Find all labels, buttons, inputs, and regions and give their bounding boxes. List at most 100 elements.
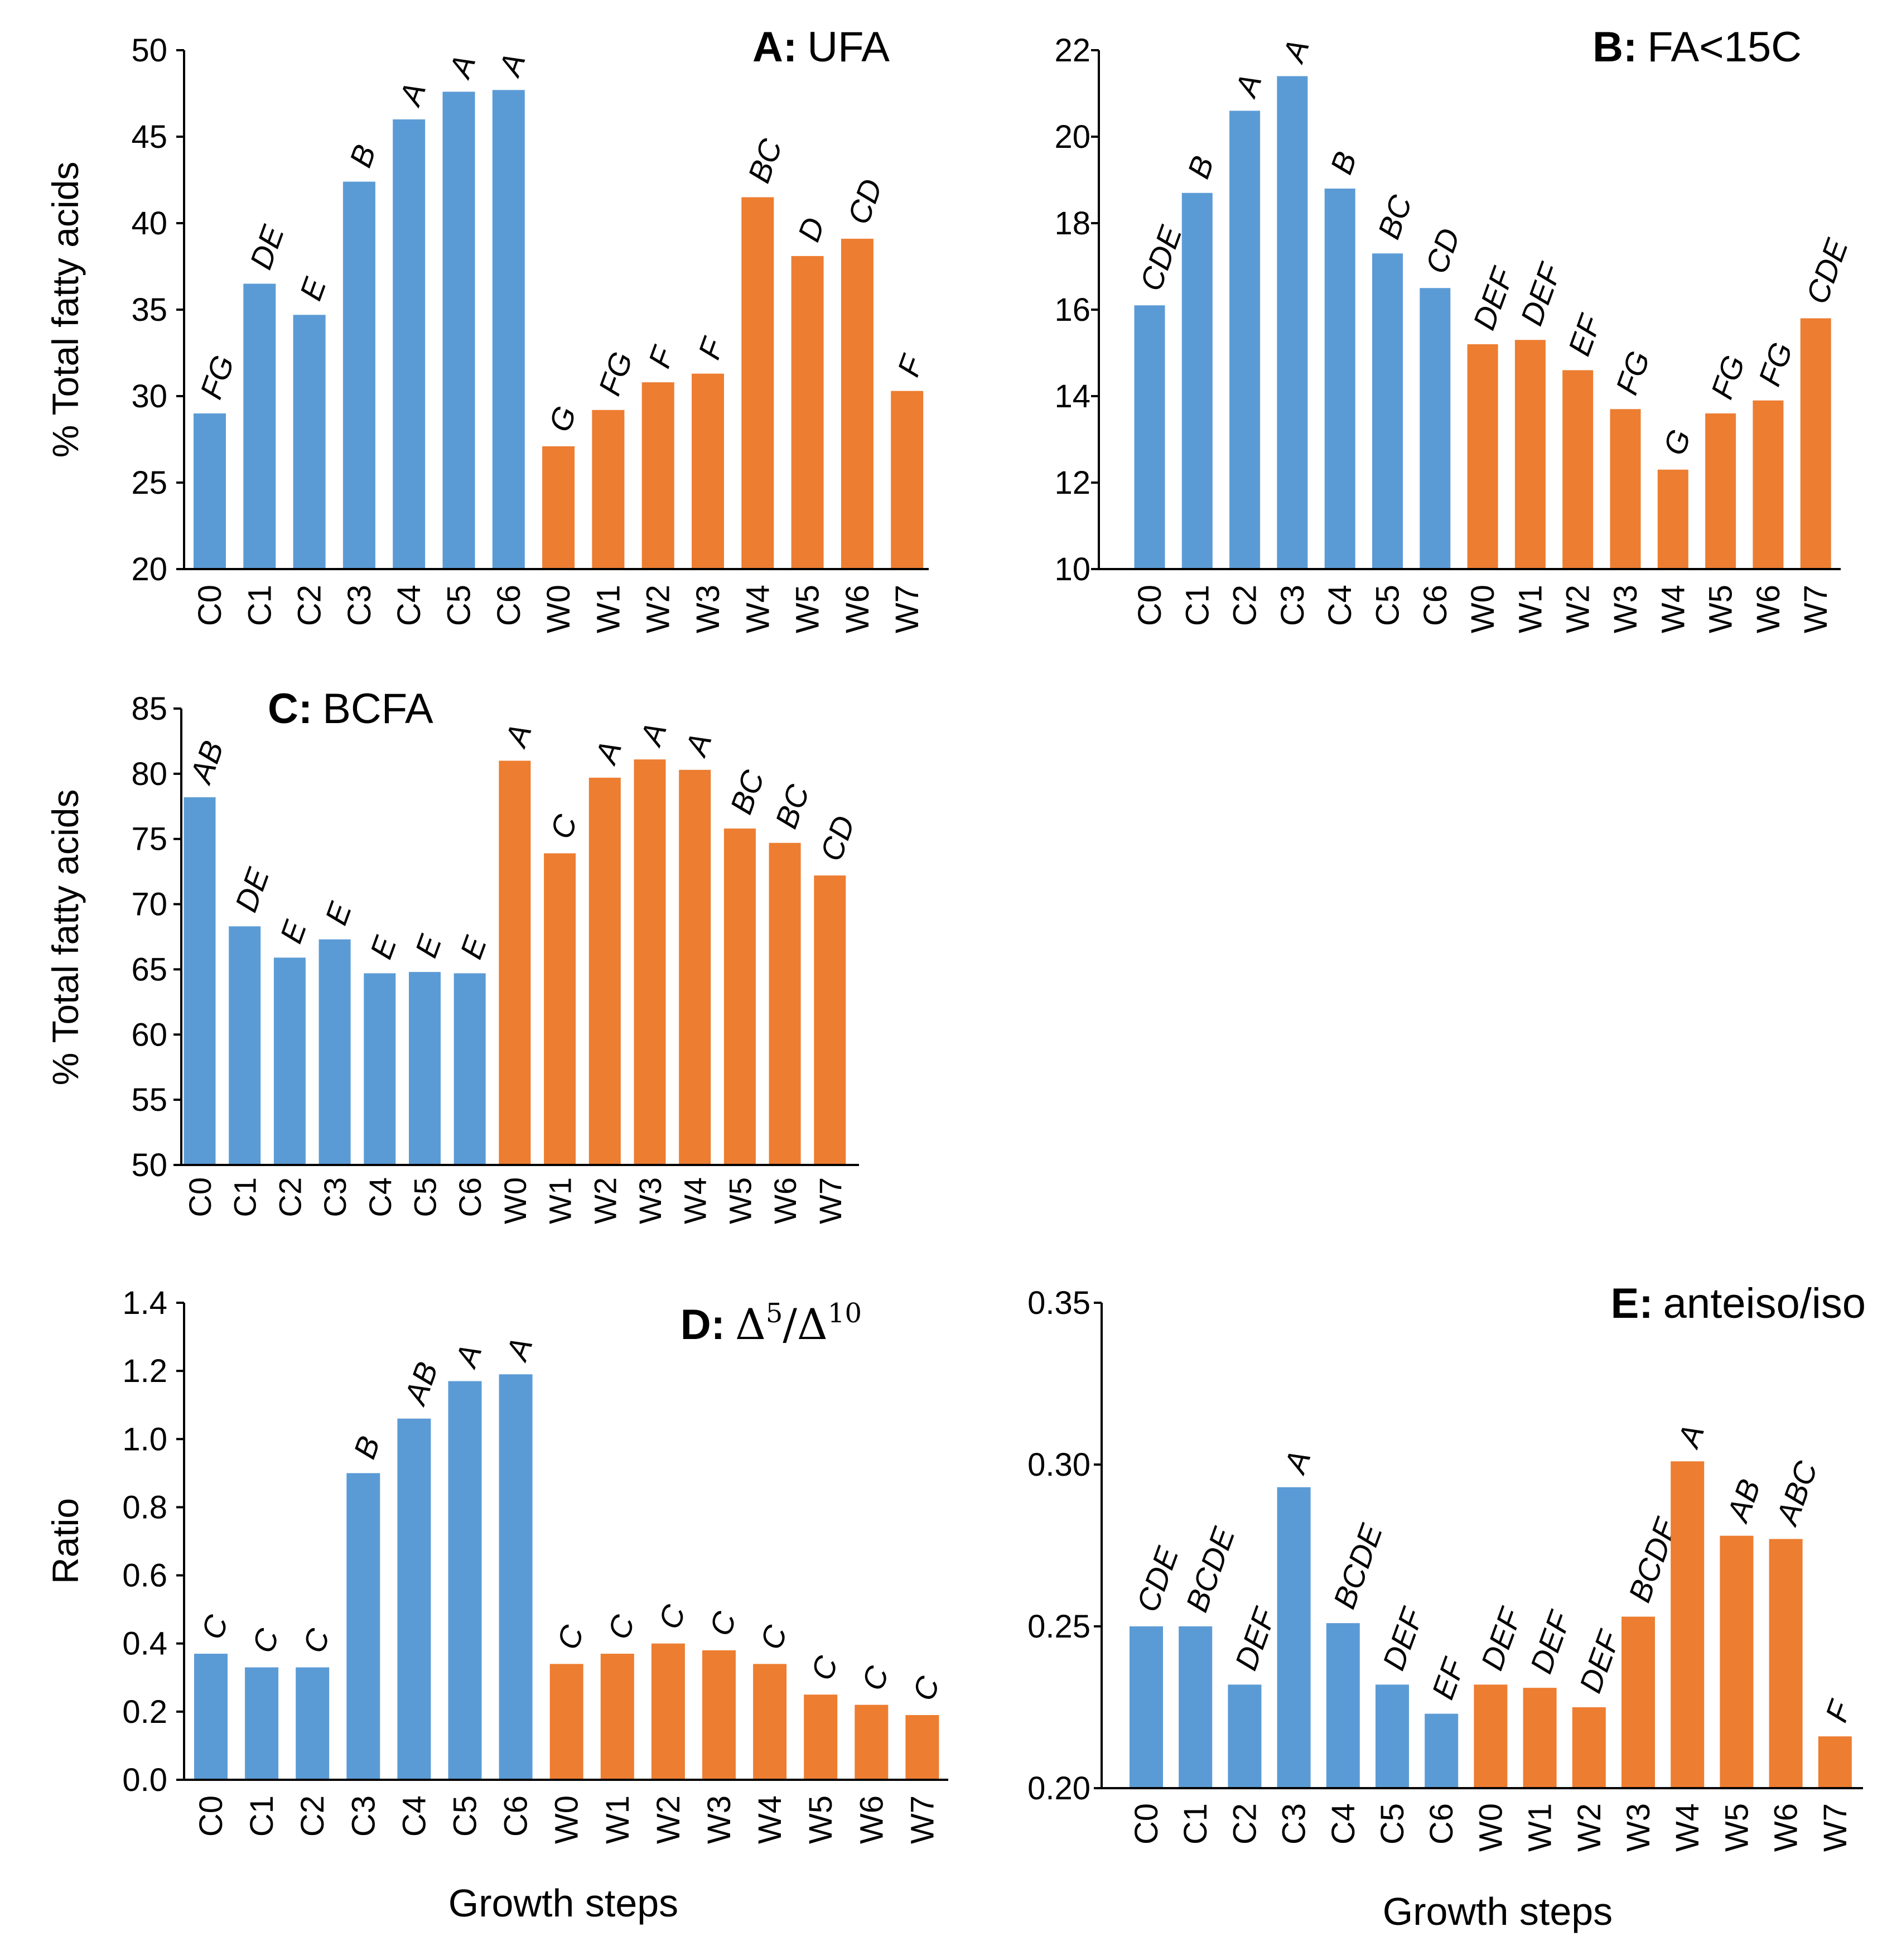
x-tick-label: C5: [447, 1795, 484, 1837]
bar: [753, 1664, 787, 1780]
bar: [1372, 253, 1403, 569]
y-tick-label: 10: [1054, 551, 1090, 587]
x-tick-label: W1: [600, 1795, 636, 1844]
significance-letter: C: [550, 1620, 591, 1654]
significance-letter: FG: [193, 350, 241, 403]
significance-letter: AB: [1719, 1475, 1767, 1528]
significance-letter: G: [1656, 425, 1697, 459]
bar: [1229, 110, 1261, 569]
y-tick-label: 1.2: [122, 1353, 167, 1389]
bar: [346, 1473, 380, 1780]
chart-title-text: /Δ: [783, 1299, 828, 1349]
bar: [273, 957, 306, 1165]
bar: [891, 391, 924, 569]
bar: [1705, 413, 1736, 569]
chart-panel-d: 0.0 0.2 0.4 0.6 0.8 1.0 1.2 1.4 C C0 C C1 C C2 B C3 AB C4…: [45, 1285, 948, 1925]
bar: [364, 973, 396, 1165]
significance-letter: A: [1277, 1446, 1317, 1479]
significance-letter: B: [346, 1432, 387, 1463]
x-tick-label: W0: [540, 585, 577, 633]
significance-letter: E: [363, 931, 403, 963]
bar: [318, 939, 351, 1165]
x-tick-label: C3: [341, 585, 378, 626]
significance-letter: A: [392, 78, 432, 110]
significance-letter: C: [855, 1662, 895, 1695]
x-tick-label: C3: [1275, 585, 1311, 626]
x-tick-label: C0: [192, 585, 228, 626]
bar: [544, 853, 576, 1165]
bar: [1720, 1535, 1754, 1788]
bar: [634, 759, 666, 1165]
bar: [542, 446, 575, 569]
x-tick-label: W6: [1750, 585, 1787, 633]
x-tick-label: W1: [1512, 585, 1548, 633]
bar: [905, 1715, 939, 1780]
x-tick-label: C0: [1128, 1803, 1165, 1845]
y-tick-label: 45: [131, 119, 167, 155]
chart-title: A: UFA: [752, 23, 890, 71]
y-tick-label: 0.20: [1027, 1770, 1090, 1807]
y-tick-label: 70: [131, 887, 167, 923]
chart-title-text: anteiso/iso: [1663, 1280, 1866, 1327]
chart-panel-b: 10 12 14 16 18 20 22 CDE C0 B C1 A C2 A C3 B C4 BC C5 CD C6 D…: [1054, 23, 1855, 633]
x-tick-label: W1: [590, 585, 626, 633]
bar: [1277, 76, 1308, 569]
bar: [1277, 1487, 1311, 1788]
x-tick-label: W5: [790, 585, 826, 633]
y-tick-label: 0.35: [1027, 1285, 1090, 1321]
significance-letter: A: [1275, 35, 1316, 68]
bar: [1657, 469, 1688, 569]
x-tick-label: C1: [228, 1177, 263, 1217]
significance-letter: A: [1228, 69, 1268, 102]
significance-letter: C: [245, 1624, 286, 1657]
x-tick-label: W6: [839, 585, 876, 633]
chart-title-text: BCFA: [322, 685, 433, 733]
significance-letter: ABC: [1769, 1456, 1825, 1530]
bar: [293, 315, 326, 569]
bar: [499, 760, 531, 1165]
significance-letter: E: [293, 273, 333, 305]
x-tick-label: C6: [1417, 585, 1454, 626]
bar: [1467, 344, 1498, 569]
x-tick-label: W0: [549, 1795, 585, 1844]
significance-letter: FG: [1751, 338, 1799, 391]
bar: [296, 1667, 330, 1780]
bar: [1769, 1539, 1803, 1788]
chart-title-text: UFA: [807, 23, 890, 71]
y-tick-label: 16: [1054, 292, 1090, 328]
bar: [1562, 370, 1594, 569]
bar: [600, 1654, 634, 1780]
bar: [1181, 192, 1213, 569]
y-tick-label: 50: [131, 32, 167, 69]
bar: [397, 1418, 431, 1780]
bar: [804, 1694, 838, 1780]
x-tick-label: C2: [1227, 1803, 1263, 1845]
x-tick-label: W1: [543, 1177, 578, 1224]
x-tick-label: W7: [1817, 1803, 1854, 1852]
y-tick-label: 14: [1054, 378, 1090, 415]
bar: [453, 973, 486, 1165]
y-tick-label: 1.4: [122, 1285, 167, 1321]
x-tick-label: W7: [813, 1177, 848, 1224]
x-tick-label: C3: [317, 1177, 353, 1217]
y-tick-label: 0.6: [122, 1558, 167, 1594]
significance-letter: F: [1818, 1695, 1859, 1726]
significance-letter: CDE: [1130, 1542, 1185, 1616]
bar: [702, 1650, 736, 1780]
significance-letter: BC: [1371, 190, 1419, 243]
bar: [1621, 1616, 1655, 1788]
bar: [1134, 305, 1165, 569]
y-tick-label: 75: [131, 821, 167, 858]
y-tick-label: 25: [131, 465, 167, 501]
significance-letter: C: [753, 1620, 794, 1654]
bar: [549, 1664, 583, 1780]
significance-letter: DEF: [1474, 1602, 1528, 1674]
significance-letter: A: [633, 718, 673, 751]
bar: [1425, 1713, 1459, 1788]
x-tick-label: W6: [1768, 1803, 1804, 1852]
bar: [393, 119, 426, 569]
bar: [409, 972, 441, 1165]
bar: [1818, 1736, 1852, 1788]
x-tick-label: C0: [1132, 585, 1168, 626]
